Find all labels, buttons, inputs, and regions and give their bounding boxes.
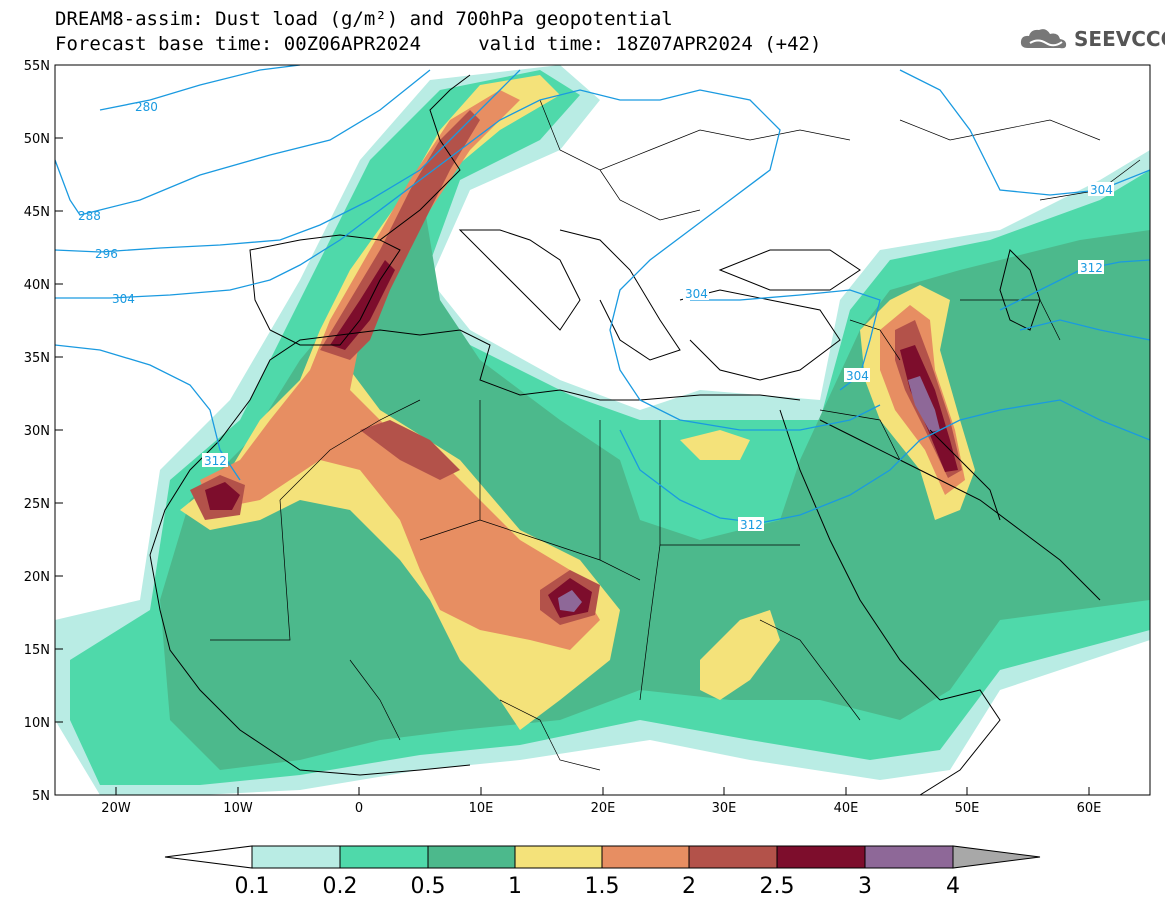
colorbar-label: 1 — [508, 874, 522, 899]
lon-tick-label: 20E — [591, 801, 616, 816]
colorbar-label: 3 — [858, 874, 872, 899]
colorbar-label: 0.1 — [235, 874, 270, 899]
coastline-arabia — [819, 419, 1101, 601]
coastline-gulf — [929, 429, 1001, 521]
contour-288 — [55, 69, 431, 216]
lat-tick-label: 55N — [24, 59, 50, 74]
contour-label: 312 — [740, 518, 763, 532]
lat-tick-label: 35N — [24, 351, 50, 366]
longitude-axis: 20W 10W 0 10E 20E 30E 40E 50E 60E — [101, 787, 1101, 816]
latitude-axis: 55N 50N 45N 40N 35N 30N 25N 20N 15N 10N … — [24, 59, 63, 804]
colorbar-swatch — [251, 845, 341, 869]
colorbar-swatch — [864, 845, 954, 869]
coastline-balkans-greece — [559, 229, 681, 361]
contour-label: 312 — [204, 454, 227, 468]
colorbar-swatch — [776, 845, 866, 869]
lat-tick-label: 15N — [24, 643, 50, 658]
lon-tick-label: 20W — [101, 801, 131, 816]
contour-label: 304 — [685, 287, 708, 301]
colorbar-swatch — [427, 845, 516, 869]
coastline-france-uk — [379, 74, 471, 241]
coastline-iberia — [249, 234, 401, 346]
dust-level-2-b — [360, 420, 460, 480]
lat-tick-label: 50N — [24, 132, 50, 147]
contour-304-west — [55, 89, 881, 431]
contour-312-south — [619, 399, 1150, 524]
colorbar-high-arrow — [952, 845, 1041, 869]
lat-tick-label: 40N — [24, 278, 50, 293]
contour-296 — [55, 69, 521, 253]
forecast-time-line: Forecast base time: 00Z06APR2024 valid t… — [55, 33, 822, 55]
coastline-layer — [149, 74, 1101, 795]
contour-label: 280 — [135, 100, 158, 114]
lon-tick-label: 40E — [834, 801, 859, 816]
seevccc-logo: SEEVCCC — [1018, 26, 1165, 52]
map-title: DREAM8-assim: Dust load (g/m²) and 700hP… — [55, 8, 673, 30]
colorbar — [164, 845, 1041, 869]
lat-tick-label: 20N — [24, 570, 50, 585]
lat-tick-label: 45N — [24, 205, 50, 220]
contour-label: 296 — [95, 247, 118, 261]
colorbar-label: 4 — [946, 874, 960, 899]
lon-tick-label: 0 — [355, 801, 363, 816]
lat-tick-label: 5N — [32, 789, 50, 804]
coastline-west-africa — [149, 554, 471, 776]
cloud-icon — [1020, 29, 1067, 49]
contour-label: 304 — [1090, 183, 1113, 197]
colorbar-label: 0.5 — [411, 874, 446, 899]
lat-tick-label: 30N — [24, 424, 50, 439]
lat-tick-label: 10N — [24, 716, 50, 731]
colorbar-labels: 0.1 0.2 0.5 1 1.5 2 2.5 3 4 — [235, 874, 961, 899]
colorbar-label: 1.5 — [585, 874, 620, 899]
contour-labels: 280 288 296 304 312 304 304 304 312 312 — [78, 100, 1114, 532]
lat-tick-label: 25N — [24, 497, 50, 512]
colorbar-swatch — [601, 845, 690, 869]
coastline-horn-africa — [919, 689, 1001, 795]
lon-tick-label: 30E — [712, 801, 737, 816]
dust-level-1-sudan — [700, 610, 780, 700]
contour-label: 304 — [846, 369, 869, 383]
colorbar-low-arrow — [164, 845, 253, 869]
dust-field-layer — [55, 65, 1150, 795]
colorbar-swatch — [514, 845, 603, 869]
colorbar-swatch — [688, 845, 778, 869]
coastline-black-sea — [718, 249, 861, 291]
coastline-caspian — [999, 249, 1041, 331]
lon-tick-label: 50E — [955, 801, 980, 816]
lon-tick-label: 10W — [223, 801, 253, 816]
dust-level-4-east — [908, 376, 940, 432]
contour-312-west — [55, 344, 241, 481]
contour-304-se — [1019, 319, 1150, 341]
lon-tick-label: 60E — [1077, 801, 1102, 816]
dust-level-2 — [320, 110, 480, 360]
logo-text: SEEVCCC — [1074, 27, 1165, 51]
contour-label: 288 — [78, 209, 101, 223]
coastline-red-sea — [779, 409, 941, 701]
contour-280 — [99, 65, 301, 111]
border-layer — [210, 99, 1141, 771]
colorbar-swatch — [339, 845, 429, 869]
contour-label: 304 — [112, 292, 135, 306]
dust-level-1-egypt — [680, 430, 750, 460]
coastline-turkey — [679, 289, 841, 381]
lon-tick-label: 10E — [469, 801, 494, 816]
dust-level-3-c — [205, 482, 240, 510]
contour-label: 312 — [1080, 261, 1103, 275]
dust-level-4-b — [558, 590, 582, 612]
coastline-italy — [458, 229, 581, 331]
colorbar-label: 2.5 — [760, 874, 795, 899]
coastline-nw-africa — [149, 329, 801, 556]
colorbar-label: 0.2 — [323, 874, 358, 899]
colorbar-label: 2 — [682, 874, 696, 899]
